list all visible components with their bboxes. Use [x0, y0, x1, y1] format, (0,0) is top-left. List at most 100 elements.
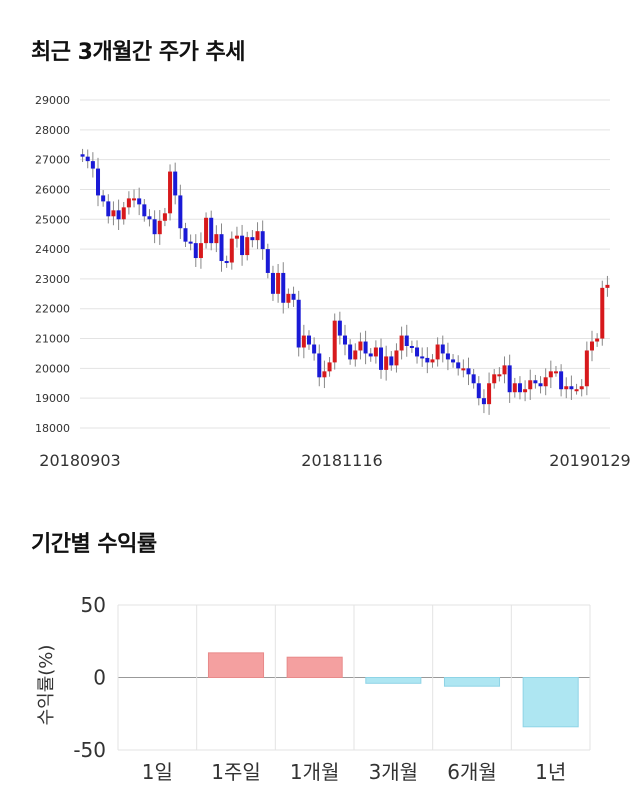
candle-up — [605, 284, 610, 288]
candle-down — [152, 219, 157, 235]
candle-up — [543, 377, 548, 387]
candle-down — [137, 198, 142, 205]
returns-x-tick-label: 3개월 — [369, 760, 419, 784]
candle-up — [574, 389, 579, 392]
candle-up — [327, 362, 332, 372]
candle-up — [502, 365, 507, 375]
candle-up — [121, 207, 126, 220]
candle-up — [523, 389, 528, 393]
candle-down — [219, 234, 224, 262]
price-y-tick-label: 24000 — [35, 243, 70, 256]
price-grid — [80, 99, 610, 429]
candle-down — [481, 398, 486, 405]
candle-down — [342, 335, 348, 345]
price-y-tick-label: 28000 — [35, 124, 70, 137]
price-candles — [80, 148, 610, 415]
returns-y-axis-label: 수익률(%) — [36, 645, 57, 726]
price-y-tick-label: 19000 — [35, 392, 70, 405]
candle-down — [270, 272, 275, 294]
returns-x-tick-label: 6개월 — [447, 760, 497, 784]
returns-y-tick-label: 0 — [93, 666, 106, 690]
price-y-tick-label: 27000 — [35, 154, 70, 167]
price-y-tick-label: 29000 — [35, 94, 70, 107]
candle-down — [96, 168, 101, 196]
candle-down — [404, 335, 409, 346]
returns-y-tick-label: -50 — [73, 738, 106, 762]
candle-up — [461, 368, 466, 371]
candle-up — [322, 371, 327, 378]
candle-down — [476, 383, 481, 399]
price-x-tick-label: 20180903 — [39, 451, 120, 470]
candle-up — [579, 386, 584, 390]
candle-up — [595, 338, 600, 342]
returns-title: 기간별 수익률 — [31, 532, 157, 557]
candle-down — [183, 228, 188, 242]
candle-down — [224, 261, 229, 264]
returns-bar-chart: 50 0 -50 1일 1주일 1개월 3개월 6개월 1년 수익률(%) — [36, 593, 591, 784]
candle-up — [394, 350, 399, 366]
candle-up — [255, 231, 260, 241]
returns-x-tick-label: 1개월 — [290, 760, 340, 784]
candle-down — [569, 386, 574, 390]
candle-up — [399, 335, 404, 351]
price-y-axis: 18000 19000 20000 21000 22000 23000 24000 25000… — [35, 94, 70, 435]
candle-down — [348, 344, 353, 360]
candle-down — [363, 341, 368, 354]
price-trend-title: 최근 3개월간 주가 추세 — [31, 40, 245, 65]
candle-down — [517, 383, 522, 393]
candle-up — [358, 341, 363, 351]
returns-y-axis: 50 0 -50 — [73, 593, 106, 762]
candle-down — [368, 353, 373, 357]
candle-up — [589, 341, 594, 351]
candle-up — [204, 217, 209, 244]
candle-up — [564, 386, 569, 390]
candle-down — [296, 299, 301, 348]
candle-up — [373, 347, 378, 357]
candle-up — [353, 350, 358, 360]
candle-down — [409, 346, 414, 348]
price-x-axis: 20180903 20181116 20190129 — [39, 451, 630, 470]
candle-up — [162, 213, 167, 221]
candle-down — [265, 249, 270, 273]
candle-down — [260, 231, 265, 250]
candle-up — [548, 371, 553, 378]
candle-down — [312, 344, 317, 354]
candle-up — [157, 220, 162, 235]
price-y-tick-label: 20000 — [35, 362, 70, 375]
candle-up — [430, 359, 435, 363]
candle-up — [111, 210, 116, 217]
candle-down — [538, 383, 543, 387]
candle-up — [487, 383, 492, 405]
candle-down — [466, 368, 471, 375]
candle-up — [132, 198, 137, 201]
candle-up — [528, 380, 533, 390]
price-y-tick-label: 18000 — [35, 422, 70, 435]
candle-down — [101, 195, 106, 202]
candle-up — [126, 198, 131, 208]
returns-grid — [117, 604, 591, 751]
candle-up — [168, 171, 173, 214]
price-y-tick-label: 22000 — [35, 303, 70, 316]
candle-up — [198, 243, 203, 259]
returns-bars — [207, 652, 579, 728]
candle-down — [389, 356, 394, 366]
candle-down — [209, 217, 214, 244]
candle-down — [106, 201, 111, 217]
candle-down — [116, 210, 121, 220]
candle-down — [425, 357, 430, 363]
price-x-tick-label: 20190129 — [549, 451, 630, 470]
candle-down — [317, 353, 322, 378]
candle-down — [533, 380, 538, 384]
candle-up — [492, 374, 497, 384]
candle-down — [250, 237, 255, 241]
candle-up — [384, 356, 389, 370]
candle-down — [451, 359, 456, 363]
candle-down — [306, 335, 311, 345]
price-y-tick-label: 21000 — [35, 333, 70, 346]
candle-up — [584, 350, 589, 387]
candle-down — [188, 241, 193, 244]
price-y-tick-label: 23000 — [35, 273, 70, 286]
candle-down — [80, 154, 85, 157]
price-y-tick-label: 26000 — [35, 183, 70, 196]
candle-down — [440, 344, 445, 354]
